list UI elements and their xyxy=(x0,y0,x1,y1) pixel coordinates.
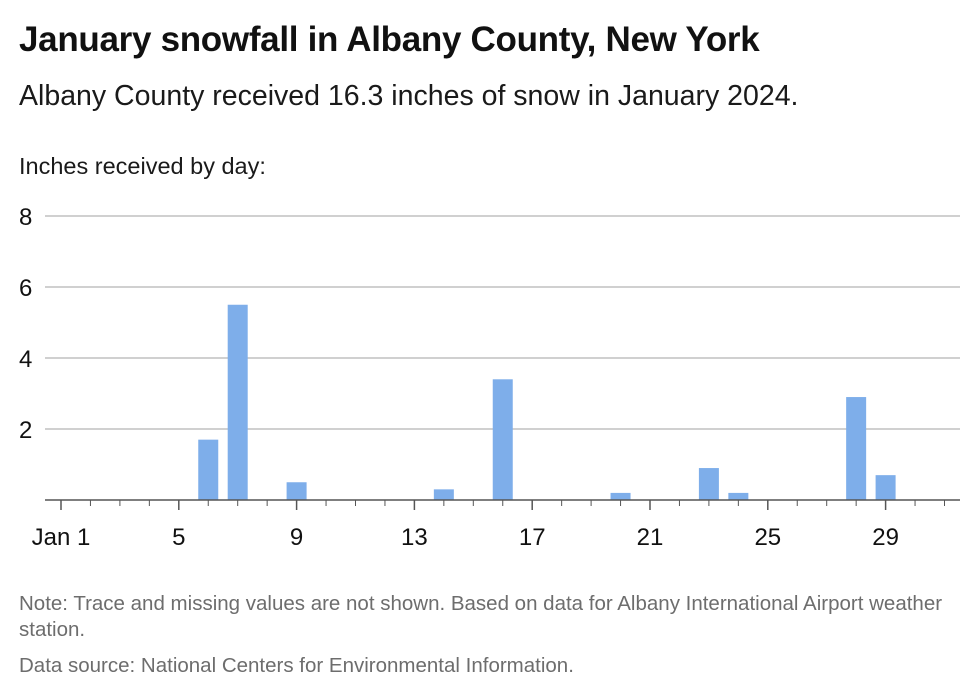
x-tick-label: Jan 1 xyxy=(32,524,91,551)
bar-day-28 xyxy=(846,397,867,500)
data-source: Data source: National Centers for Enviro… xyxy=(19,654,574,677)
footnote: Note: Trace and missing values are not s… xyxy=(19,592,943,641)
x-tick-label: 25 xyxy=(754,524,781,551)
x-tick-label: 5 xyxy=(172,524,185,551)
bar-day-6 xyxy=(198,439,219,500)
x-tick-label: 17 xyxy=(519,524,546,551)
x-tick-label: 9 xyxy=(290,524,303,551)
chart-title: January snowfall in Albany County, New Y… xyxy=(19,20,760,59)
bar-day-24 xyxy=(728,492,749,500)
x-tick-label: 21 xyxy=(637,524,664,551)
bar-day-20 xyxy=(610,492,631,500)
bar-day-9 xyxy=(286,482,307,500)
bar-day-16 xyxy=(492,379,513,500)
bar-day-29 xyxy=(875,475,896,500)
y-tick-label: 2 xyxy=(19,417,32,444)
y-tick-label: 8 xyxy=(19,204,32,231)
y-tick-labels: 2 4 6 8 xyxy=(19,204,32,444)
x-axis: Jan 1 5 9 13 17 21 25 29 xyxy=(32,499,960,551)
snowfall-bar-chart: 2 4 6 8 Jan 1 5 9 13 17 21 25 29 xyxy=(19,204,960,551)
bar-day-14 xyxy=(433,489,454,500)
y-axis-label: Inches received by day: xyxy=(19,153,266,179)
bar-day-23 xyxy=(698,468,719,500)
chart-subtitle: Albany County received 16.3 inches of sn… xyxy=(19,80,799,112)
y-tick-label: 6 xyxy=(19,275,32,302)
x-tick-label: 29 xyxy=(872,524,899,551)
bars xyxy=(198,304,896,500)
bar-day-7 xyxy=(227,304,248,500)
x-tick-label: 13 xyxy=(401,524,428,551)
y-tick-label: 4 xyxy=(19,346,32,373)
